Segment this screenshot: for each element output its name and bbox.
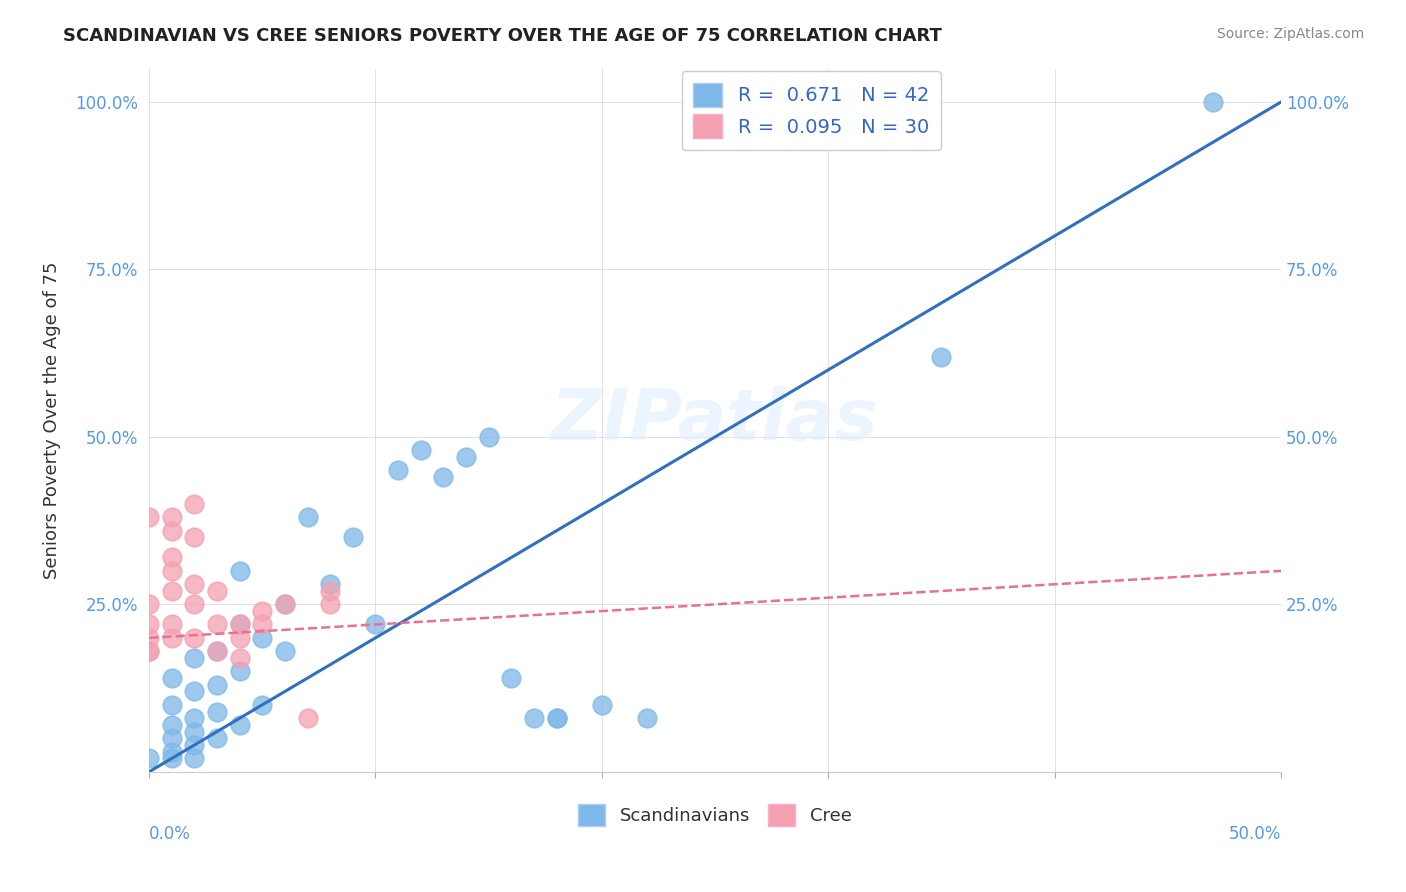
Point: [252, 631, 274, 645]
Text: ZIPatlas: ZIPatlas: [551, 385, 879, 455]
Point: [160, 550, 183, 565]
Point: [183, 724, 205, 739]
Point: [183, 530, 205, 544]
Point: [432, 470, 454, 484]
Point: [138, 510, 160, 524]
Point: [546, 711, 568, 725]
Point: [228, 665, 250, 679]
Point: [138, 644, 160, 658]
Point: [138, 598, 160, 612]
Point: [319, 598, 342, 612]
Text: Source: ZipAtlas.com: Source: ZipAtlas.com: [1216, 27, 1364, 41]
Point: [501, 671, 523, 685]
Point: [228, 564, 250, 578]
Point: [138, 617, 160, 632]
Point: [252, 604, 274, 618]
Point: [183, 711, 205, 725]
Point: [274, 598, 297, 612]
Point: [591, 698, 613, 712]
Point: [636, 711, 658, 725]
Point: [183, 598, 205, 612]
Point: [160, 631, 183, 645]
Point: [931, 350, 953, 364]
Point: [297, 711, 319, 725]
Point: [274, 598, 297, 612]
Point: [183, 497, 205, 511]
Point: [160, 584, 183, 599]
Point: [297, 510, 319, 524]
Point: [160, 564, 183, 578]
Point: [228, 617, 250, 632]
Point: [138, 631, 160, 645]
Point: [138, 751, 160, 765]
Y-axis label: Seniors Poverty Over the Age of 75: Seniors Poverty Over the Age of 75: [44, 261, 60, 579]
Text: 0.0%: 0.0%: [149, 824, 191, 843]
Point: [454, 450, 477, 464]
Point: [138, 644, 160, 658]
Point: [252, 698, 274, 712]
Point: [319, 577, 342, 591]
Text: SCANDINAVIAN VS CREE SENIORS POVERTY OVER THE AGE OF 75 CORRELATION CHART: SCANDINAVIAN VS CREE SENIORS POVERTY OVE…: [63, 27, 942, 45]
Point: [319, 584, 342, 599]
Point: [160, 617, 183, 632]
Text: 50.0%: 50.0%: [1229, 824, 1281, 843]
Point: [364, 617, 387, 632]
Point: [183, 684, 205, 698]
Point: [183, 631, 205, 645]
Point: [160, 510, 183, 524]
Point: [274, 644, 297, 658]
Point: [183, 577, 205, 591]
Point: [228, 718, 250, 732]
Point: [205, 678, 228, 692]
Point: [183, 751, 205, 765]
Point: [478, 430, 501, 444]
Point: [228, 617, 250, 632]
Point: [205, 644, 228, 658]
Point: [160, 745, 183, 759]
Point: [160, 524, 183, 538]
Point: [252, 617, 274, 632]
Point: [228, 631, 250, 645]
Point: [183, 651, 205, 665]
Point: [205, 731, 228, 746]
Point: [387, 463, 409, 477]
Legend: Scandinavians, Cree: Scandinavians, Cree: [571, 797, 859, 833]
Point: [205, 617, 228, 632]
Point: [205, 584, 228, 599]
Point: [160, 731, 183, 746]
Point: [205, 705, 228, 719]
Point: [228, 651, 250, 665]
Point: [1202, 95, 1225, 109]
Point: [183, 738, 205, 752]
Point: [205, 644, 228, 658]
Point: [160, 671, 183, 685]
Point: [523, 711, 546, 725]
Point: [160, 718, 183, 732]
Point: [160, 751, 183, 765]
Point: [342, 530, 364, 544]
Point: [546, 711, 568, 725]
Point: [160, 698, 183, 712]
Point: [409, 443, 432, 458]
